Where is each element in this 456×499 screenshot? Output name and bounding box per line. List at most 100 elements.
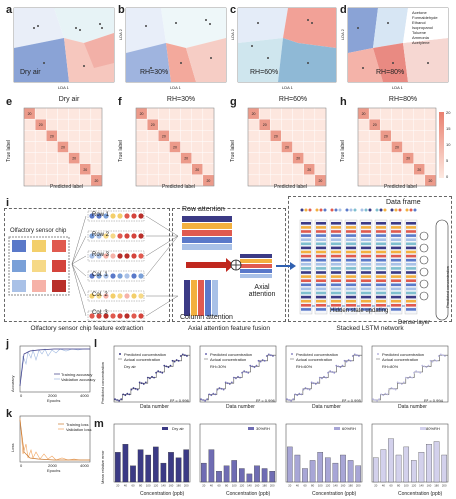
predicted-point [288, 399, 290, 401]
feature-node [117, 213, 123, 219]
row-label-3: Row 3 [92, 252, 110, 258]
cm-cell [380, 107, 392, 120]
cm-cell [281, 107, 293, 120]
predicted-point [222, 388, 225, 391]
col-label-2: Col. 2 [92, 292, 108, 298]
lstm-cell [314, 219, 328, 315]
predicted-point [175, 359, 178, 361]
lstm-input-node [338, 208, 342, 212]
predicted-point [314, 383, 317, 385]
predicted-point [423, 365, 426, 368]
lda-plot-c [237, 7, 337, 83]
lstm-cell [359, 219, 373, 315]
predicted-point [407, 377, 409, 380]
predicted-point [345, 360, 348, 363]
bar-tick-label: 80 [311, 484, 315, 488]
lda-tag-c: RH=60% [250, 69, 279, 76]
cm-cell [368, 130, 381, 142]
lstm-state-bar [316, 271, 326, 274]
predicted-point [186, 355, 188, 357]
predicted-point [128, 393, 131, 396]
lstm-state-bar [316, 230, 326, 233]
cm-cell [258, 107, 271, 120]
predicted-point [146, 376, 149, 379]
lda-legend-item: Acetylene [412, 40, 430, 45]
predicted-point [218, 387, 221, 389]
lstm-state-bar [391, 226, 401, 229]
predicted-point [171, 359, 174, 362]
lstm-state-bar [331, 222, 341, 225]
cm-cell [34, 107, 47, 120]
panel-label-j: j [6, 338, 10, 350]
lstm-state-bar [316, 295, 326, 299]
cm-cell [68, 107, 80, 120]
predicted-point [140, 382, 143, 385]
legend-marker [205, 353, 207, 355]
predicted-point [374, 399, 376, 401]
lstm-frame [288, 196, 452, 322]
lstm-state-bar [316, 287, 326, 291]
cm-cell [135, 163, 148, 176]
feature-node [117, 253, 123, 259]
mre-bar [355, 465, 362, 483]
lstm-input-node [300, 208, 304, 212]
lstm-state-bar [301, 271, 311, 274]
cm-cell [146, 141, 159, 153]
predicted-point [144, 381, 147, 384]
feature-node [131, 293, 137, 299]
cm-cell [180, 163, 192, 176]
col-label-3: Col. 3 [92, 310, 108, 316]
bar-tick-label: 80 [225, 484, 229, 488]
cm-cell [314, 141, 327, 153]
cm-diag-value: 20 [274, 134, 278, 138]
mre-bar [340, 454, 346, 483]
feature-node [103, 253, 109, 259]
lstm-state-bar [376, 271, 386, 274]
mre-bar [441, 454, 448, 483]
cm-cell [303, 107, 316, 120]
predicted-point [323, 375, 325, 378]
l-r2-3: R² = 0.995 [342, 398, 361, 403]
colorbar-tick: 20 [446, 110, 451, 115]
predicted-point [220, 387, 223, 390]
lda-legend: Acetone Formaldehyde Ethanol Isopropanol… [412, 10, 452, 45]
cm-cell [191, 107, 204, 120]
panel-label-i: i [6, 197, 10, 209]
cm-cell [158, 118, 170, 131]
lstm-state-bar [301, 287, 311, 291]
predicted-point [404, 376, 407, 379]
mre-bar [200, 462, 207, 483]
predicted-point [390, 387, 393, 389]
bar-tick-label: 160 [255, 484, 260, 488]
predicted-point [304, 387, 307, 389]
l-ylabel: Predicted concentration [100, 361, 105, 404]
bar-tick-label: 120 [239, 484, 244, 488]
cm-cell [391, 130, 403, 142]
predicted-point [249, 364, 252, 367]
feature-node [110, 313, 116, 319]
acc-xtick-0: 0 [20, 393, 23, 398]
row-label-2: Row 2 [92, 232, 110, 238]
mre-bar [160, 462, 167, 483]
cm-cell [368, 107, 381, 120]
lstm-state-bar [361, 230, 371, 233]
loss-xlabel: Epochs [47, 468, 61, 473]
step-plot [113, 345, 191, 403]
lstm-state-bar [346, 263, 356, 266]
cm-xlabel-f: Predicted label [162, 184, 196, 190]
panel-label-b: b [118, 4, 125, 16]
predicted-point [214, 393, 217, 396]
lstm-input-node [323, 208, 327, 212]
predicted-point [421, 364, 424, 367]
lstm-state-bar [406, 246, 416, 250]
cm-diag-value: 20 [296, 157, 300, 161]
cm-cell [368, 141, 381, 153]
cm-cell [135, 118, 148, 131]
lstm-state-bar [406, 275, 416, 278]
lstm-state-bar [316, 250, 326, 254]
predicted-point [312, 382, 315, 385]
lstm-state-bar [331, 299, 341, 303]
predicted-point [149, 377, 151, 380]
cm-cell [424, 163, 437, 176]
cm-cell [402, 163, 414, 176]
